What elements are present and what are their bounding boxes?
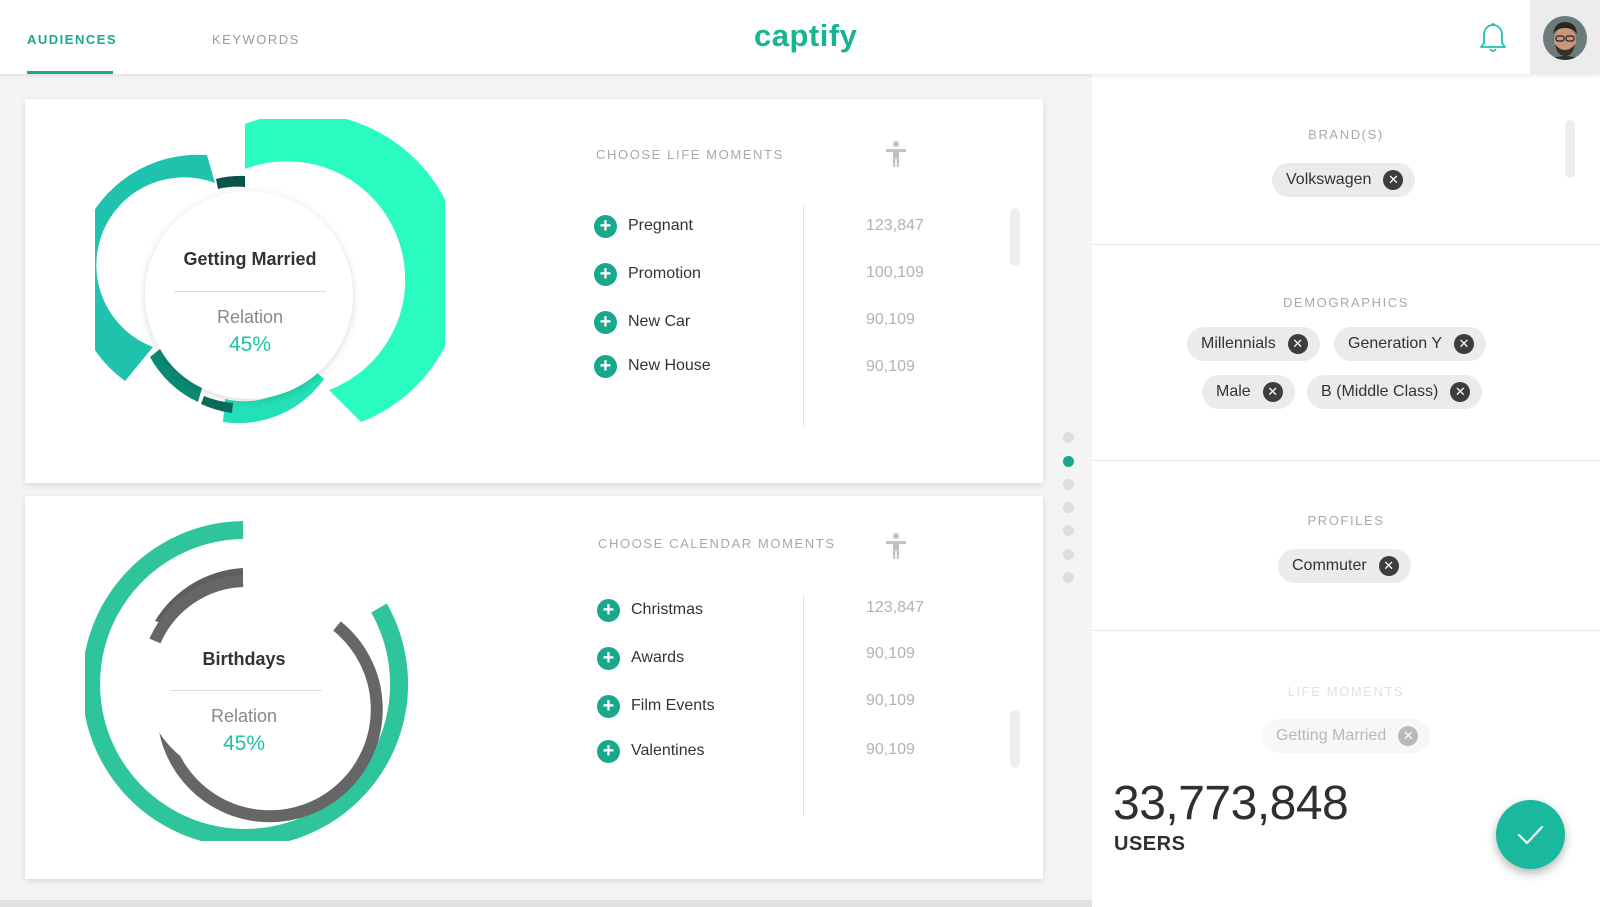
pager-dot[interactable] — [1063, 525, 1074, 536]
remove-chip-icon[interactable]: ✕ — [1378, 556, 1399, 576]
chart-center-percent: 45% — [222, 732, 266, 755]
life-moment-chip[interactable]: Getting Married ✕ — [1262, 719, 1431, 753]
pager-dot[interactable] — [1063, 432, 1074, 443]
item-count: 123,847 — [866, 217, 924, 234]
demographic-chip[interactable]: B (Middle Class) ✕ — [1307, 375, 1483, 409]
demographic-chip[interactable]: Male ✕ — [1202, 375, 1295, 409]
panel-scrollbar[interactable] — [1565, 120, 1575, 178]
remove-chip-icon[interactable]: ✕ — [1454, 334, 1474, 354]
bell-icon[interactable] — [1478, 22, 1508, 54]
chart-center-divider — [174, 291, 326, 292]
profiles-section: PROFILES Commuter ✕ — [1092, 461, 1600, 631]
list-divider — [803, 205, 804, 427]
item-count: 100,109 — [866, 264, 924, 281]
life-moments-card: Getting Married Relation 45% CHOOSE LIFE… — [25, 99, 1043, 483]
add-icon[interactable]: + — [597, 739, 620, 763]
profiles-title: PROFILES — [1307, 513, 1385, 528]
list-scrollbar[interactable] — [1010, 208, 1020, 266]
list-item[interactable]: + New House — [594, 354, 711, 378]
check-icon — [1517, 825, 1544, 845]
tab-keywords[interactable]: KEYWORDS — [212, 32, 300, 47]
chart-center-label: Getting Married — [183, 249, 317, 269]
active-tab-indicator — [27, 71, 113, 74]
chart-segment-left — [95, 154, 215, 381]
list-scrollbar[interactable] — [1010, 710, 1020, 768]
add-icon[interactable]: + — [597, 646, 620, 670]
item-count: 90,109 — [866, 311, 915, 328]
pager-dot[interactable] — [1063, 502, 1074, 513]
brand-chip[interactable]: Volkswagen ✕ — [1272, 163, 1416, 197]
add-icon[interactable]: + — [597, 598, 620, 622]
demographics-section: DEMOGRAPHICS Millennials ✕ Generation Y ✕ … — [1092, 245, 1600, 461]
demographics-title: DEMOGRAPHICS — [1282, 295, 1410, 310]
chart-center-label: Birthdays — [202, 649, 286, 669]
chart-center-divider — [170, 690, 322, 691]
life-moments-summary-title: LIFE MOMENTS — [1287, 684, 1405, 699]
life-moments-donut-chart[interactable] — [95, 119, 445, 439]
add-icon[interactable]: + — [594, 262, 617, 286]
remove-chip-icon[interactable]: ✕ — [1450, 382, 1471, 402]
bottom-scroll-bar[interactable] — [0, 900, 1092, 907]
avatar-container[interactable] — [1530, 0, 1600, 74]
item-count: 90,109 — [866, 692, 915, 709]
chart-segment-dark-2 — [201, 396, 233, 413]
pager-dot-active[interactable] — [1063, 456, 1074, 467]
list-divider — [803, 594, 804, 816]
calendar-moments-ring-chart[interactable] — [85, 521, 435, 841]
remove-chip-icon[interactable]: ✕ — [1287, 334, 1308, 354]
pager-dot[interactable] — [1063, 572, 1074, 583]
remove-chip-icon[interactable]: ✕ — [1398, 726, 1419, 746]
list-item[interactable]: + New Car — [594, 310, 690, 334]
chart-ring-outer — [85, 521, 409, 841]
tab-audiences[interactable]: AUDIENCES — [27, 32, 118, 47]
user-avatar[interactable] — [1543, 16, 1587, 60]
app-logo[interactable]: captify — [754, 18, 858, 53]
item-count: 90,109 — [866, 358, 915, 375]
remove-chip-icon[interactable]: ✕ — [1262, 382, 1283, 402]
person-icon — [886, 141, 906, 167]
item-count: 90,109 — [866, 741, 915, 758]
brands-section: BRAND(S) Volkswagen ✕ — [1092, 74, 1600, 245]
chart-center-percent: 45% — [228, 333, 272, 356]
chart-center-sublabel: Relation — [210, 706, 278, 726]
life-moments-title: CHOOSE LIFE MOMENTS — [596, 147, 784, 162]
person-icon — [886, 533, 906, 559]
demographic-chip[interactable]: Generation Y ✕ — [1334, 327, 1486, 361]
chart-segment-dark-3 — [216, 175, 245, 189]
calendar-moments-title: CHOOSE CALENDAR MOMENTS — [598, 536, 836, 551]
confirm-button[interactable] — [1496, 800, 1565, 869]
item-count: 90,109 — [866, 645, 915, 662]
list-item[interactable]: + Awards — [597, 646, 684, 670]
pager-dot[interactable] — [1063, 549, 1074, 560]
chart-segment-large — [245, 119, 445, 422]
remove-chip-icon[interactable]: ✕ — [1383, 170, 1404, 190]
add-icon[interactable]: + — [594, 214, 617, 238]
list-item[interactable]: + Valentines — [597, 739, 705, 763]
list-item[interactable]: + Promotion — [594, 262, 701, 286]
brands-title: BRAND(S) — [1308, 127, 1384, 142]
demographic-chip[interactable]: Millennials ✕ — [1187, 327, 1320, 361]
chart-center-sublabel: Relation — [216, 307, 284, 327]
list-item[interactable]: + Pregnant — [594, 214, 693, 238]
users-count: 33,773,848 — [1113, 777, 1349, 830]
add-icon[interactable]: + — [594, 354, 617, 378]
pager-dot[interactable] — [1063, 479, 1074, 490]
list-item[interactable]: + Christmas — [597, 598, 703, 622]
item-count: 123,847 — [866, 599, 924, 616]
summary-panel: BRAND(S) Volkswagen ✕ DEMOGRAPHICS Millen… — [1092, 74, 1600, 907]
add-icon[interactable]: + — [594, 310, 617, 334]
add-icon[interactable]: + — [597, 694, 620, 718]
top-bar: AUDIENCES KEYWORDS captify — [0, 0, 1600, 74]
chart-segment-dark-1 — [150, 349, 202, 402]
users-label: USERS — [1114, 833, 1186, 855]
list-item[interactable]: + Film Events — [597, 694, 715, 718]
profile-chip[interactable]: Commuter ✕ — [1278, 549, 1411, 583]
calendar-moments-card: Birthdays Relation 45% CHOOSE CALENDAR M… — [25, 496, 1043, 879]
